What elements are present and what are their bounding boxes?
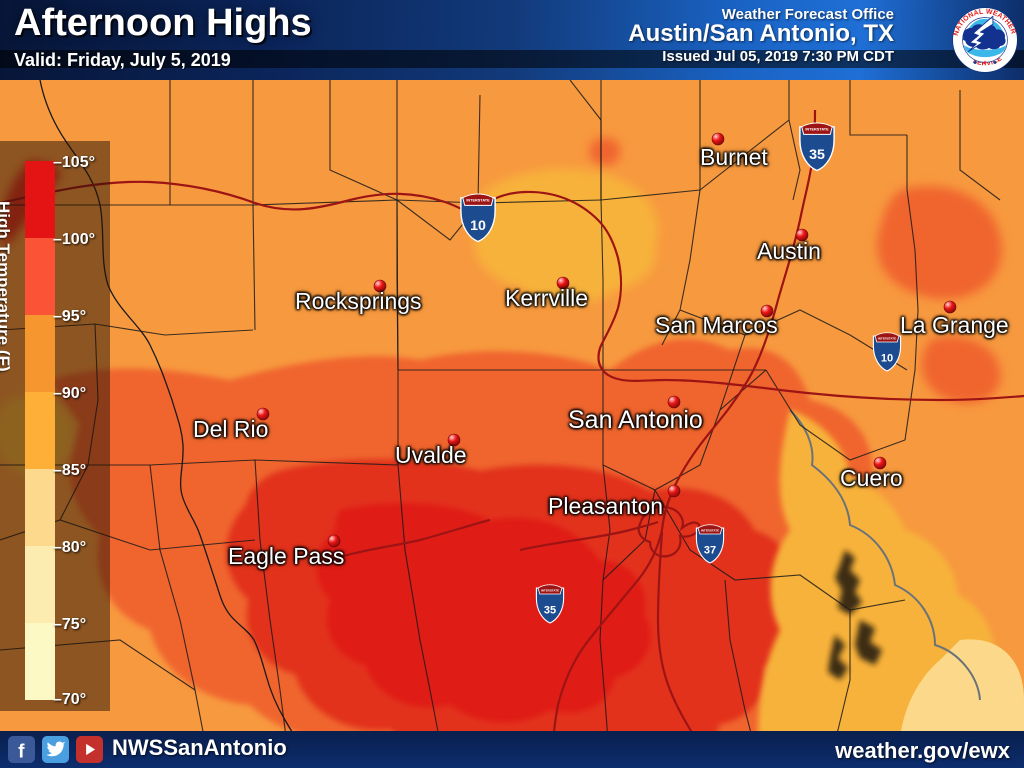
svg-text:INTERSTATE: INTERSTATE xyxy=(541,589,559,593)
svg-text:INTERSTATE: INTERSTATE xyxy=(701,529,719,533)
svg-text:10: 10 xyxy=(881,353,893,365)
svg-text:f: f xyxy=(18,741,25,762)
svg-text:INTERSTATE: INTERSTATE xyxy=(805,128,829,132)
svg-text:INTERSTATE: INTERSTATE xyxy=(466,199,490,203)
svg-text:INTERSTATE: INTERSTATE xyxy=(878,337,896,341)
svg-text:35: 35 xyxy=(809,147,825,163)
svg-text:10: 10 xyxy=(470,218,486,234)
svg-text:37: 37 xyxy=(704,545,716,557)
svg-text:35: 35 xyxy=(544,605,556,617)
